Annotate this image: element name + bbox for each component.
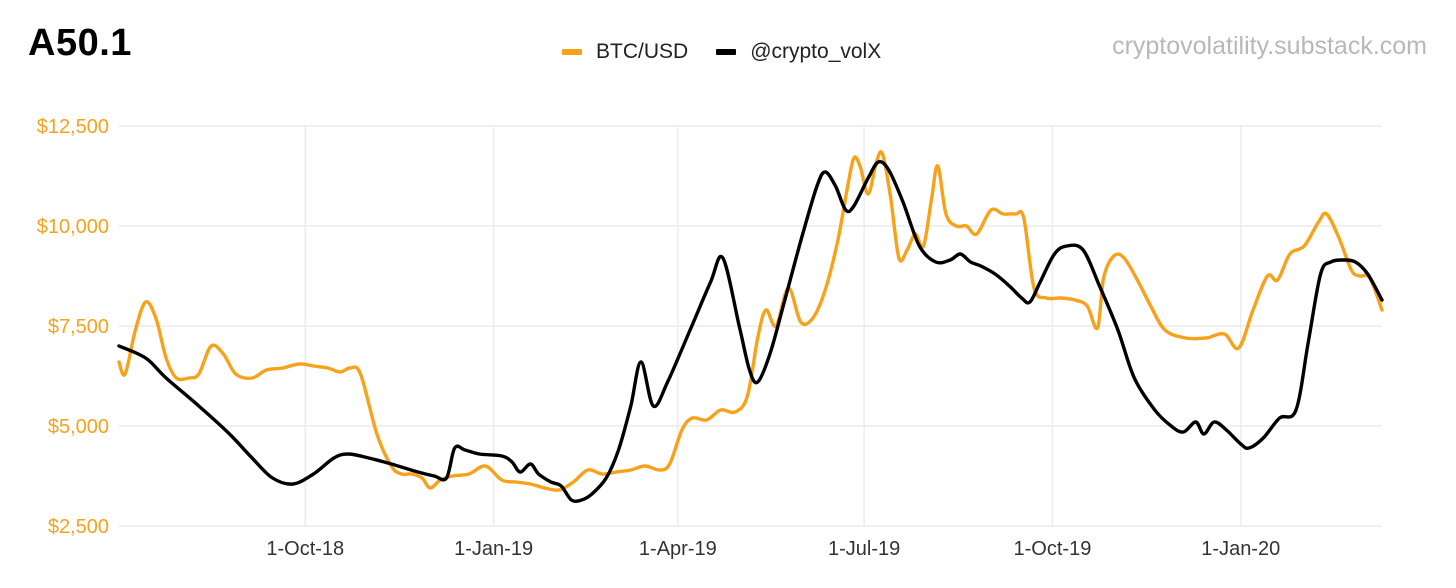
x-tick-label: 1-Jan-19 <box>454 538 533 560</box>
x-tick-label: 1-Jan-20 <box>1201 538 1280 560</box>
legend-item-btc: BTC/USD <box>562 40 688 64</box>
legend-swatch-btc <box>562 49 582 55</box>
btc-usd-line <box>117 150 1384 492</box>
grid-lines <box>119 125 1382 527</box>
series-lines <box>117 150 1384 503</box>
legend-swatch-volx <box>716 49 737 55</box>
y-tick-label: $7,500 <box>48 316 109 338</box>
y-tick-label: $12,500 <box>37 116 109 138</box>
y-axis-ticks: $2,500 $5,000 $7,500 $10,000 $12,500 <box>37 116 109 538</box>
x-tick-label: 1-Oct-19 <box>1014 538 1092 560</box>
legend-label-btc: BTC/USD <box>596 40 689 63</box>
legend-label-volx: @crypto_volX <box>750 40 882 63</box>
legend-item-volx: @crypto_volX <box>716 40 881 64</box>
watermark-text: cryptovolatility.substack.com <box>1112 32 1427 60</box>
x-tick-label: 1-Oct-18 <box>266 538 344 560</box>
crypto-volx-line <box>117 159 1384 503</box>
x-axis-ticks: 1-Oct-18 1-Jan-19 1-Apr-19 1-Jul-19 1-Oct-19… <box>266 538 1280 560</box>
x-tick-label: 1-Apr-19 <box>639 538 717 560</box>
chart-title: A50.1 <box>28 22 132 64</box>
x-tick-label: 1-Jul-19 <box>828 538 900 560</box>
y-tick-label: $5,000 <box>48 416 109 438</box>
y-tick-label: $2,500 <box>48 516 109 538</box>
y-tick-label: $10,000 <box>37 216 109 238</box>
chart-legend: BTC/USD @crypto_volX <box>562 40 909 64</box>
